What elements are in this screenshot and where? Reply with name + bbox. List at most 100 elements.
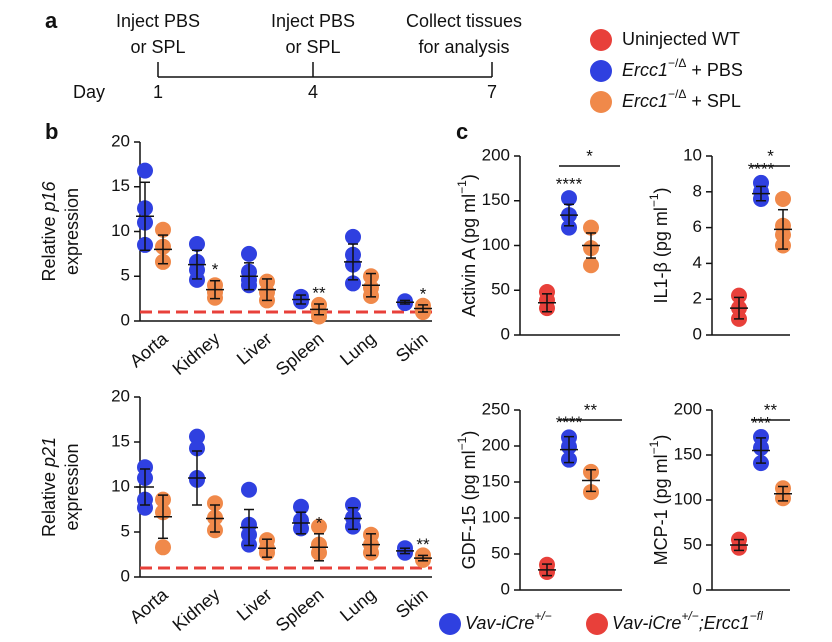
data-point [775,190,791,207]
y-axis-label: IL1-β (pg ml−1) [647,187,671,303]
y-tick-label: 0 [121,310,130,329]
data-point [561,190,577,207]
text-part: ) [459,431,479,437]
text-part: Activin A (pg ml [459,194,479,317]
text-part: + SPL [686,91,741,111]
significance-label: ** [764,400,778,419]
significance-label: * [212,260,219,279]
y-tick-label: 200 [482,435,510,454]
text-part: −/Δ [668,87,686,101]
text-part: −1 [455,436,469,450]
x-tick-label: Lung [336,328,380,369]
y-tick-label: 20 [111,386,130,405]
day-number: 1 [153,82,163,102]
significance-label: **** [556,413,583,432]
data-point [207,495,223,512]
text-part: −fl [750,609,763,623]
y-tick-label: 50 [491,543,510,562]
text-part: −1 [647,440,661,454]
y-tick-label: 50 [491,280,510,299]
data-point [345,497,361,513]
significance-label: * [586,146,593,165]
x-tick-label: Spleen [272,584,328,635]
y-tick-label: 150 [482,190,510,209]
significance-label: *** [751,413,771,432]
y-tick-label: 8 [693,181,702,200]
y-tick-label: 150 [674,444,702,463]
event-label: for analysis [418,37,509,57]
text-part: +/− [681,609,698,623]
event-label: or SPL [130,37,185,57]
panel-label: c [456,119,468,144]
data-point [155,539,171,556]
text-part: p16 [39,180,59,212]
data-point [189,440,205,457]
text-part: Vav-iCre [465,613,534,633]
data-point [293,498,309,515]
y-axis-label: Relative p16 [39,180,59,281]
legend-label: Ercc1−/Δ + SPL [622,87,741,111]
data-point [583,219,599,236]
y-tick-label: 200 [482,145,510,164]
text-part: −/Δ [668,56,686,70]
significance-label: ** [416,535,430,554]
y-tick-label: 0 [121,566,130,585]
significance-label: **** [556,175,583,194]
x-tick-label: Liver [233,584,276,624]
y-tick-label: 10 [111,221,130,240]
significance-label: **** [748,159,775,178]
day-label: Day [73,82,105,102]
x-tick-label: Kidney [169,328,224,379]
y-tick-label: 4 [693,253,702,272]
data-point [345,228,361,245]
x-tick-label: Spleen [272,328,328,379]
text-part: +/− [534,609,551,623]
y-tick-label: 10 [111,476,130,495]
y-tick-label: 100 [482,235,510,254]
significance-label: * [316,513,323,532]
legend-swatch [590,29,612,51]
y-axis-label: MCP-1 (pg ml−1) [647,435,671,566]
y-tick-label: 150 [482,471,510,490]
legend-swatch [439,613,461,635]
text-part: Vav-iCre [612,613,681,633]
x-tick-label: Aorta [126,328,173,372]
x-tick-label: Aorta [126,584,173,628]
y-tick-label: 0 [693,579,702,598]
significance-label: ** [312,283,326,302]
day-number: 4 [308,82,318,102]
x-tick-label: Liver [233,328,276,368]
text-part: Ercc1 [622,91,668,111]
event-label: Collect tissues [406,11,522,31]
text-part: ) [651,435,671,441]
event-label: Inject PBS [116,11,200,31]
y-axis-label: Activin A (pg ml−1) [455,174,479,317]
event-label: Inject PBS [271,11,355,31]
data-point [189,236,205,253]
y-tick-label: 6 [693,217,702,236]
data-point [189,428,205,445]
text-part: p21 [39,437,59,468]
y-tick-label: 2 [693,289,702,308]
y-tick-label: 5 [121,521,130,540]
text-part: ) [651,187,671,193]
text-part: IL1-β (pg ml [651,207,671,303]
panel-label: a [45,8,58,33]
y-tick-label: 0 [501,579,510,598]
x-tick-label: Skin [392,584,432,622]
y-tick-label: 50 [683,534,702,553]
y-tick-label: 20 [111,131,130,150]
y-tick-label: 200 [674,399,702,418]
data-point [583,257,599,274]
data-point [311,308,327,325]
y-tick-label: 100 [674,489,702,508]
event-label: or SPL [285,37,340,57]
data-point [137,162,153,179]
text-part: ) [459,174,479,180]
y-axis-label: GDF-15 (pg ml−1) [455,431,479,570]
y-tick-label: 10 [683,145,702,164]
text-part: MCP-1 (pg ml [651,454,671,565]
text-part: Uninjected WT [622,29,740,49]
data-point [155,221,171,238]
